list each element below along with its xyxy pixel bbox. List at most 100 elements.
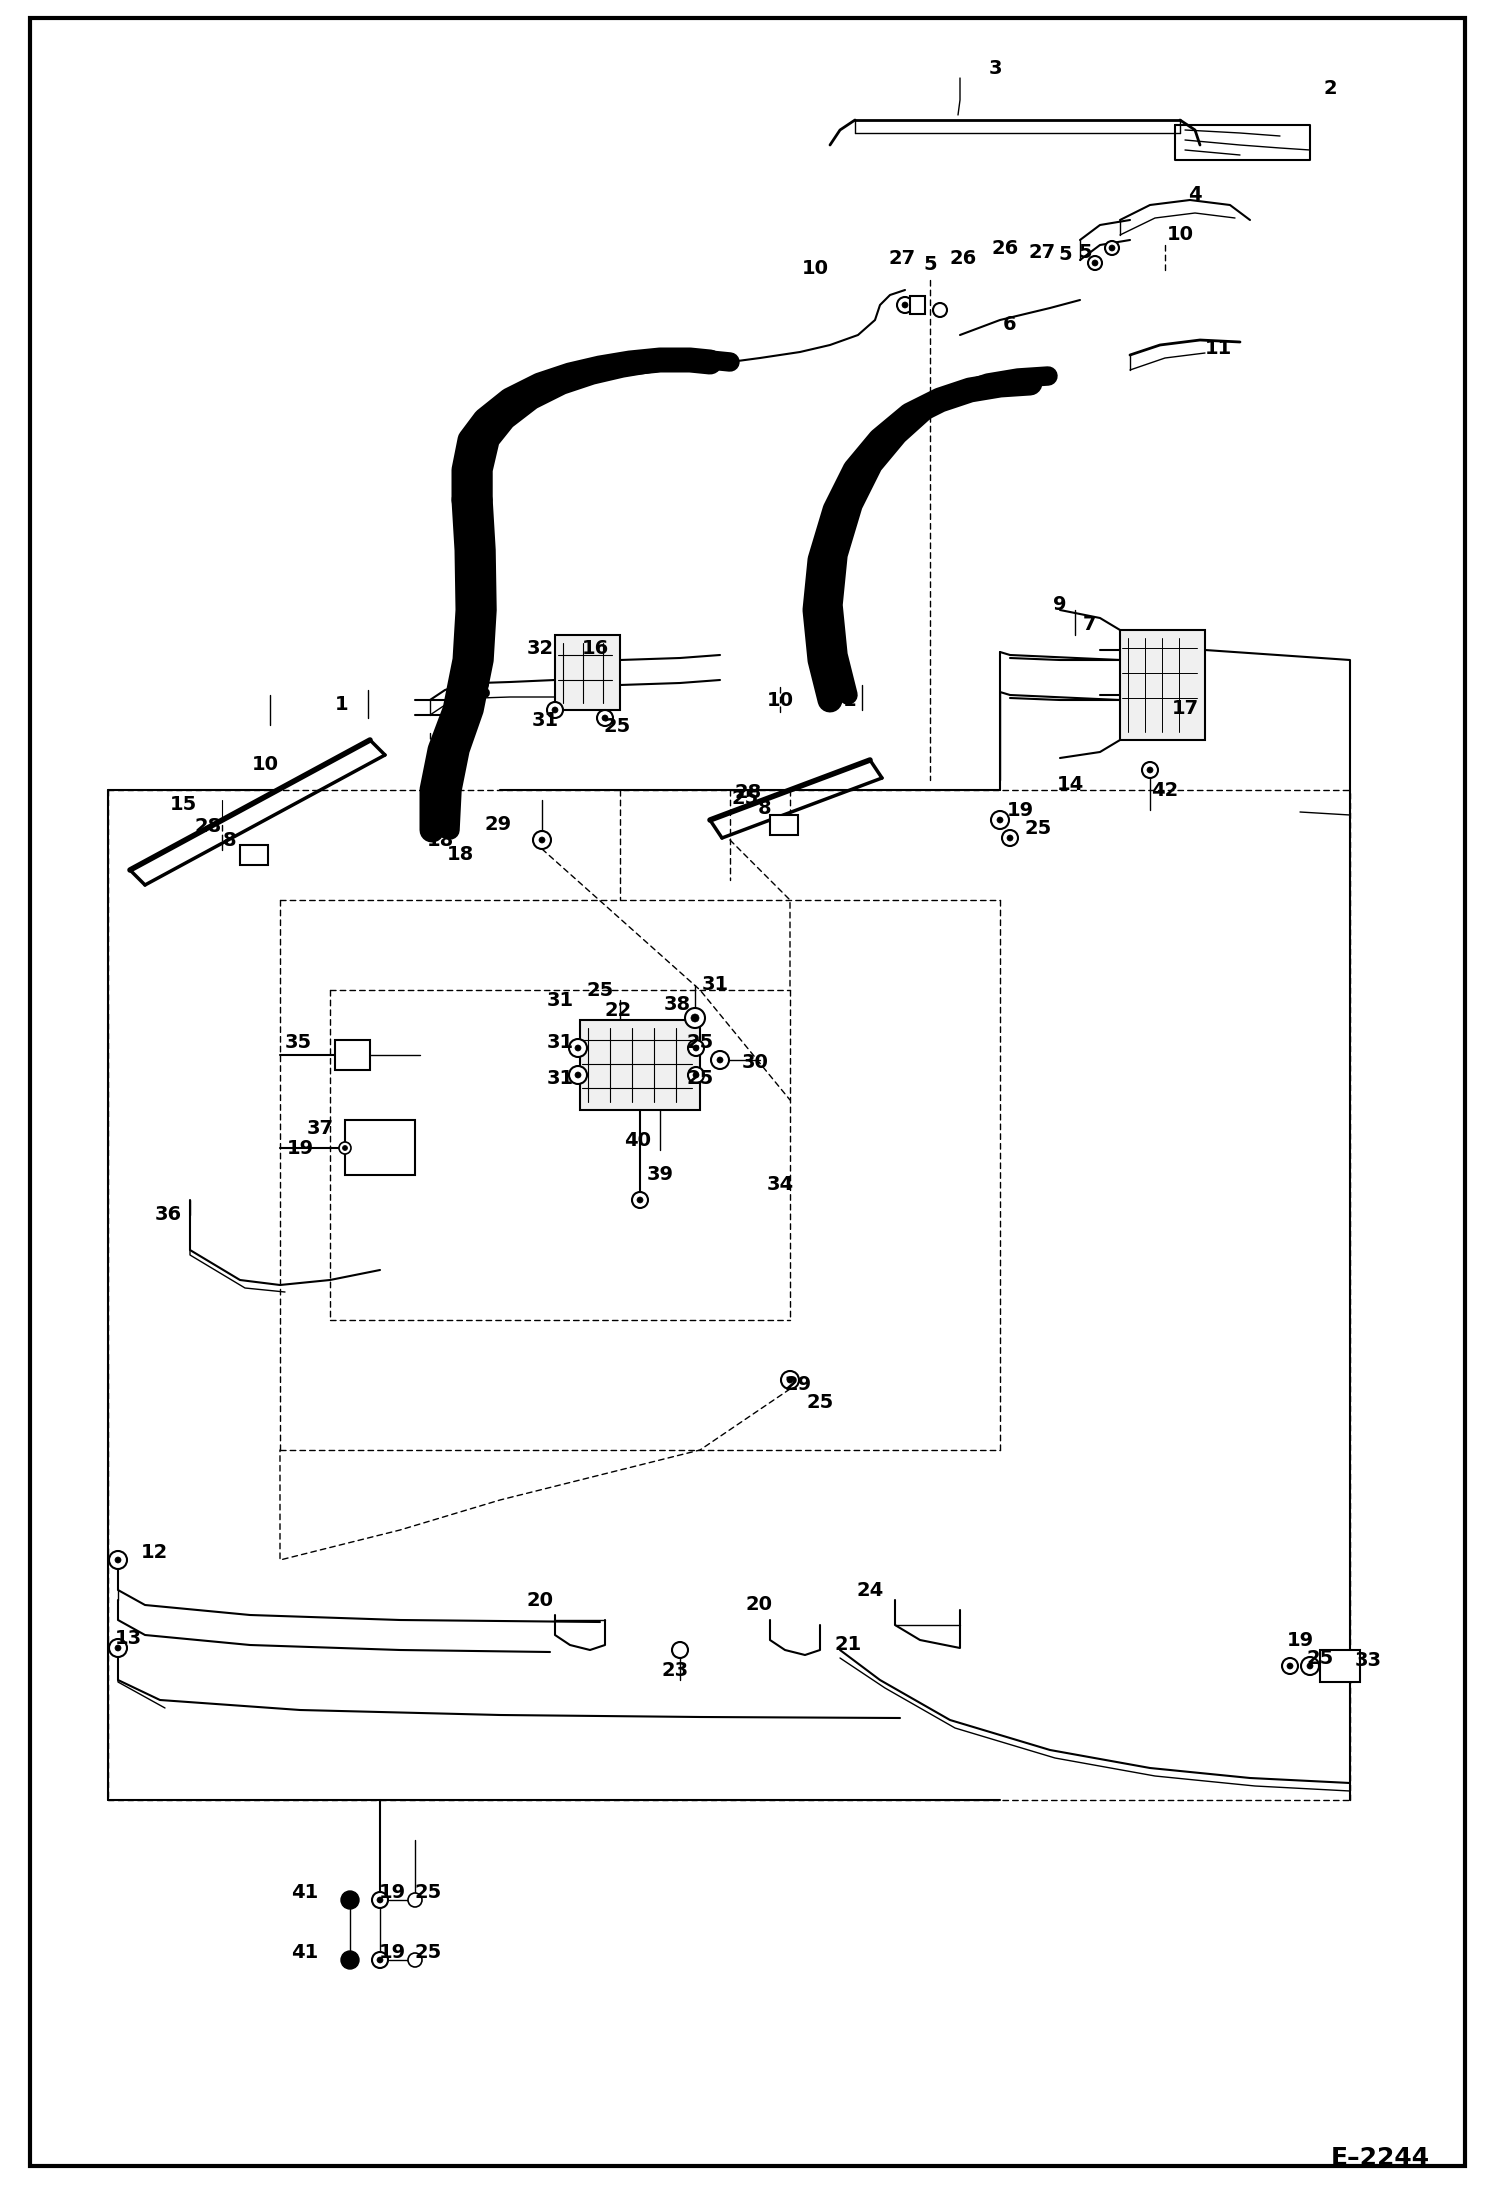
Text: 24: 24 xyxy=(857,1580,884,1599)
Circle shape xyxy=(575,1044,581,1051)
Circle shape xyxy=(602,715,608,722)
Text: 42: 42 xyxy=(1152,781,1179,799)
Text: 25: 25 xyxy=(415,1882,442,1902)
Circle shape xyxy=(115,1646,121,1652)
Text: 41: 41 xyxy=(292,1944,319,1961)
Text: 37: 37 xyxy=(307,1119,334,1136)
Circle shape xyxy=(992,812,1010,829)
Text: 25: 25 xyxy=(1306,1648,1333,1667)
Text: 15: 15 xyxy=(169,796,196,814)
Text: 29: 29 xyxy=(785,1376,812,1395)
Circle shape xyxy=(575,1073,581,1077)
Text: 11: 11 xyxy=(1204,338,1231,358)
Bar xyxy=(770,814,798,836)
Text: 19: 19 xyxy=(379,1882,406,1902)
Text: 31: 31 xyxy=(701,976,728,994)
Text: 41: 41 xyxy=(292,1882,319,1902)
Text: 8: 8 xyxy=(223,832,237,849)
Circle shape xyxy=(569,1066,587,1084)
Text: 16: 16 xyxy=(581,638,608,658)
Circle shape xyxy=(339,1143,351,1154)
Text: 20: 20 xyxy=(526,1591,553,1610)
Text: 33: 33 xyxy=(1354,1650,1381,1670)
Circle shape xyxy=(598,711,613,726)
Circle shape xyxy=(1300,1656,1320,1674)
Text: 10: 10 xyxy=(801,259,828,276)
Bar xyxy=(554,634,620,711)
Circle shape xyxy=(718,1058,724,1064)
Circle shape xyxy=(902,303,908,307)
Text: 18: 18 xyxy=(427,832,454,849)
Text: 31: 31 xyxy=(547,989,574,1009)
Text: 32: 32 xyxy=(526,638,554,658)
Text: 34: 34 xyxy=(767,1176,794,1194)
Text: 1: 1 xyxy=(336,695,349,715)
Bar xyxy=(336,1040,370,1071)
Circle shape xyxy=(407,1893,422,1907)
Circle shape xyxy=(1147,768,1153,772)
Text: 31: 31 xyxy=(547,1068,574,1088)
Text: 23: 23 xyxy=(662,1661,689,1678)
Text: 20: 20 xyxy=(746,1595,773,1615)
Circle shape xyxy=(342,1953,358,1968)
Circle shape xyxy=(109,1639,127,1656)
Text: 25: 25 xyxy=(806,1393,833,1411)
Bar xyxy=(240,845,268,864)
Text: 17: 17 xyxy=(1171,698,1198,717)
Text: 25: 25 xyxy=(731,788,758,807)
Text: 2: 2 xyxy=(1323,79,1336,97)
Text: 25: 25 xyxy=(686,1033,713,1051)
Circle shape xyxy=(685,1007,706,1029)
Circle shape xyxy=(109,1551,127,1569)
Circle shape xyxy=(786,1378,792,1382)
Text: 27: 27 xyxy=(1029,244,1056,261)
Circle shape xyxy=(1141,761,1158,779)
Text: 7: 7 xyxy=(1083,617,1097,634)
Text: 3: 3 xyxy=(989,59,1002,77)
Text: 5: 5 xyxy=(1079,244,1092,263)
Text: 10: 10 xyxy=(252,755,279,774)
Text: 25: 25 xyxy=(686,1068,713,1088)
Circle shape xyxy=(1106,241,1119,255)
Text: 39: 39 xyxy=(647,1165,674,1185)
Circle shape xyxy=(372,1953,388,1968)
Circle shape xyxy=(780,1371,798,1389)
Circle shape xyxy=(342,1891,360,1909)
Text: 27: 27 xyxy=(888,248,915,268)
Circle shape xyxy=(547,702,563,717)
Text: 36: 36 xyxy=(154,1205,181,1224)
Text: 25: 25 xyxy=(415,1944,442,1961)
Circle shape xyxy=(533,832,551,849)
Text: 29: 29 xyxy=(484,816,511,834)
Circle shape xyxy=(933,303,947,316)
Text: 26: 26 xyxy=(950,248,977,268)
Text: 25: 25 xyxy=(1025,818,1052,838)
Circle shape xyxy=(343,1145,348,1150)
Circle shape xyxy=(1092,261,1098,265)
Text: 19: 19 xyxy=(1287,1630,1314,1650)
Circle shape xyxy=(407,1953,422,1968)
Text: 14: 14 xyxy=(1056,774,1083,794)
Circle shape xyxy=(998,816,1004,823)
Text: 31: 31 xyxy=(532,711,559,728)
Circle shape xyxy=(342,1891,358,1909)
Text: 13: 13 xyxy=(114,1628,142,1648)
Text: 25: 25 xyxy=(586,981,614,1000)
Text: 6: 6 xyxy=(1004,316,1017,333)
Bar xyxy=(580,1020,700,1110)
Text: 19: 19 xyxy=(1007,801,1034,821)
Text: 28: 28 xyxy=(195,816,222,836)
Text: 35: 35 xyxy=(285,1033,312,1051)
Text: E–2244: E–2244 xyxy=(1330,2146,1429,2170)
Circle shape xyxy=(712,1051,730,1068)
Circle shape xyxy=(1088,257,1103,270)
Text: 18: 18 xyxy=(446,845,473,864)
Circle shape xyxy=(551,706,557,713)
Circle shape xyxy=(377,1898,383,1902)
Text: 22: 22 xyxy=(604,1000,632,1020)
Circle shape xyxy=(688,1040,704,1055)
Text: 40: 40 xyxy=(625,1130,652,1150)
Text: 38: 38 xyxy=(664,996,691,1014)
Text: 25: 25 xyxy=(604,717,631,735)
Bar xyxy=(1121,630,1204,739)
